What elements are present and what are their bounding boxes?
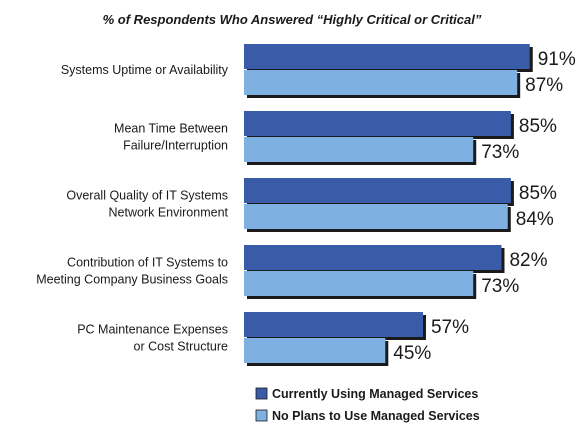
value-label: 85% (519, 116, 557, 137)
category-label: Mean Time Between (114, 122, 228, 136)
value-label: 84% (516, 209, 554, 230)
legend-swatch (255, 409, 268, 422)
value-label: 57% (431, 317, 469, 338)
value-labels: 91%87%85%73%85%84%82%73%57%45% (393, 49, 576, 364)
bar-no-plans (244, 70, 518, 95)
legend-swatch (255, 387, 268, 400)
bar-no-plans (244, 204, 508, 229)
legend-label: Currently Using Managed Services (272, 387, 478, 401)
value-label: 85% (519, 183, 557, 204)
bar-currently-using (244, 178, 511, 203)
bar-no-plans (244, 338, 386, 363)
category-labels: Systems Uptime or Availability Mean Time … (36, 63, 229, 354)
value-label: 82% (509, 250, 547, 271)
bar-currently-using (244, 245, 502, 270)
bar-no-plans (244, 137, 474, 162)
bar-no-plans (244, 271, 474, 296)
bar-currently-using (244, 312, 423, 337)
bar-currently-using (244, 111, 511, 136)
bars-layer (244, 44, 533, 366)
bar-currently-using (244, 44, 530, 69)
category-label: Overall Quality of IT Systems (66, 189, 228, 203)
value-label: 45% (393, 343, 431, 364)
legend-label: No Plans to Use Managed Services (272, 409, 480, 423)
category-label: Failure/Interruption (123, 139, 228, 153)
value-label: 87% (525, 75, 563, 96)
category-label: PC Maintenance Expenses (77, 323, 228, 337)
chart-title: % of Respondents Who Answered “Highly Cr… (103, 12, 482, 27)
value-label: 73% (481, 142, 519, 163)
category-label: Network Environment (109, 206, 229, 220)
category-label: or Cost Structure (134, 340, 229, 354)
value-label: 73% (481, 276, 519, 297)
value-label: 91% (538, 49, 576, 70)
legend: Currently Using Managed Services No Plans… (255, 387, 480, 423)
category-label: Meeting Company Business Goals (36, 273, 228, 287)
category-label: Contribution of IT Systems to (67, 256, 228, 270)
category-label: Systems Uptime or Availability (61, 63, 229, 77)
